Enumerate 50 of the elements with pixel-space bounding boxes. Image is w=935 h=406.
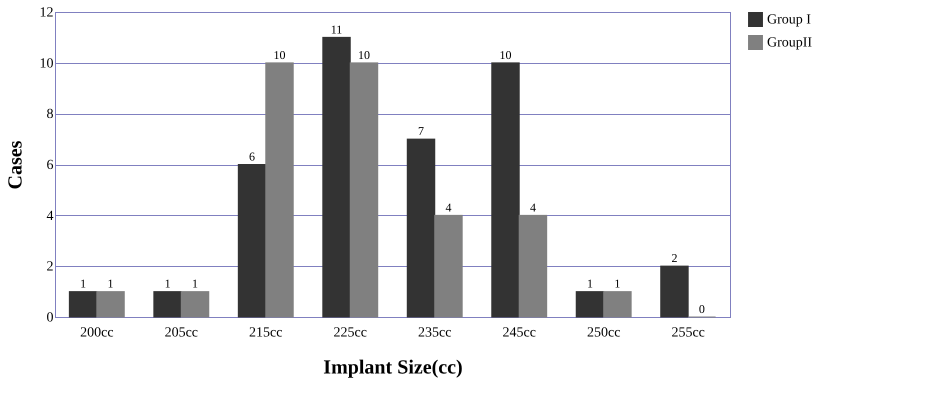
y-axis-title: Cases	[4, 140, 26, 190]
legend-label: GroupII	[767, 36, 812, 50]
legend-label: Group I	[767, 12, 812, 28]
bar	[180, 291, 210, 318]
y-tick-label: 0	[46, 310, 54, 326]
x-tick-label: 255cc	[671, 326, 705, 340]
data-label: 10	[274, 48, 286, 62]
bar	[603, 291, 632, 318]
bar	[265, 62, 294, 318]
bar	[68, 291, 98, 318]
y-tick-label: 6	[46, 158, 54, 173]
data-label: 1	[192, 276, 198, 291]
bar	[406, 138, 436, 318]
y-tick-label: 4	[46, 208, 54, 224]
data-label: 11	[330, 22, 342, 36]
x-tick-label: 200cc	[80, 326, 114, 340]
bar	[350, 62, 378, 318]
data-label: 4	[530, 200, 536, 214]
bar	[576, 291, 604, 318]
y-tick-label: 8	[46, 107, 54, 122]
data-label: 1	[164, 276, 171, 291]
data-label: 1	[586, 276, 593, 291]
data-label: 1	[614, 276, 620, 291]
x-axis-title: Implant Size(cc)	[323, 356, 463, 378]
data-label: 0	[698, 302, 705, 316]
x-tick-label: 205cc	[164, 326, 198, 340]
data-label: 10	[358, 48, 370, 62]
y-tick-label: 12	[40, 6, 54, 20]
bar	[660, 266, 689, 318]
bar	[491, 62, 520, 318]
bar	[153, 291, 182, 318]
data-label: 10	[499, 48, 512, 62]
data-label: 1	[80, 276, 86, 291]
data-label: 7	[418, 124, 424, 138]
bar	[434, 214, 463, 318]
x-tick-label: 250cc	[586, 326, 620, 340]
x-tick-label: 225cc	[334, 326, 367, 340]
data-label: 2	[671, 251, 678, 266]
y-tick-label: 10	[40, 56, 54, 72]
x-tick-label: 245cc	[502, 326, 536, 340]
x-tick-label: 235cc	[418, 326, 452, 340]
bar	[322, 36, 351, 318]
x-tick-label: 215cc	[249, 326, 282, 340]
bar	[518, 214, 548, 318]
y-tick-label: 2	[46, 260, 54, 275]
bar	[238, 164, 266, 318]
data-label: 6	[249, 150, 256, 164]
bar	[96, 291, 125, 318]
data-label: 4	[445, 200, 452, 214]
data-label: 1	[108, 276, 114, 291]
